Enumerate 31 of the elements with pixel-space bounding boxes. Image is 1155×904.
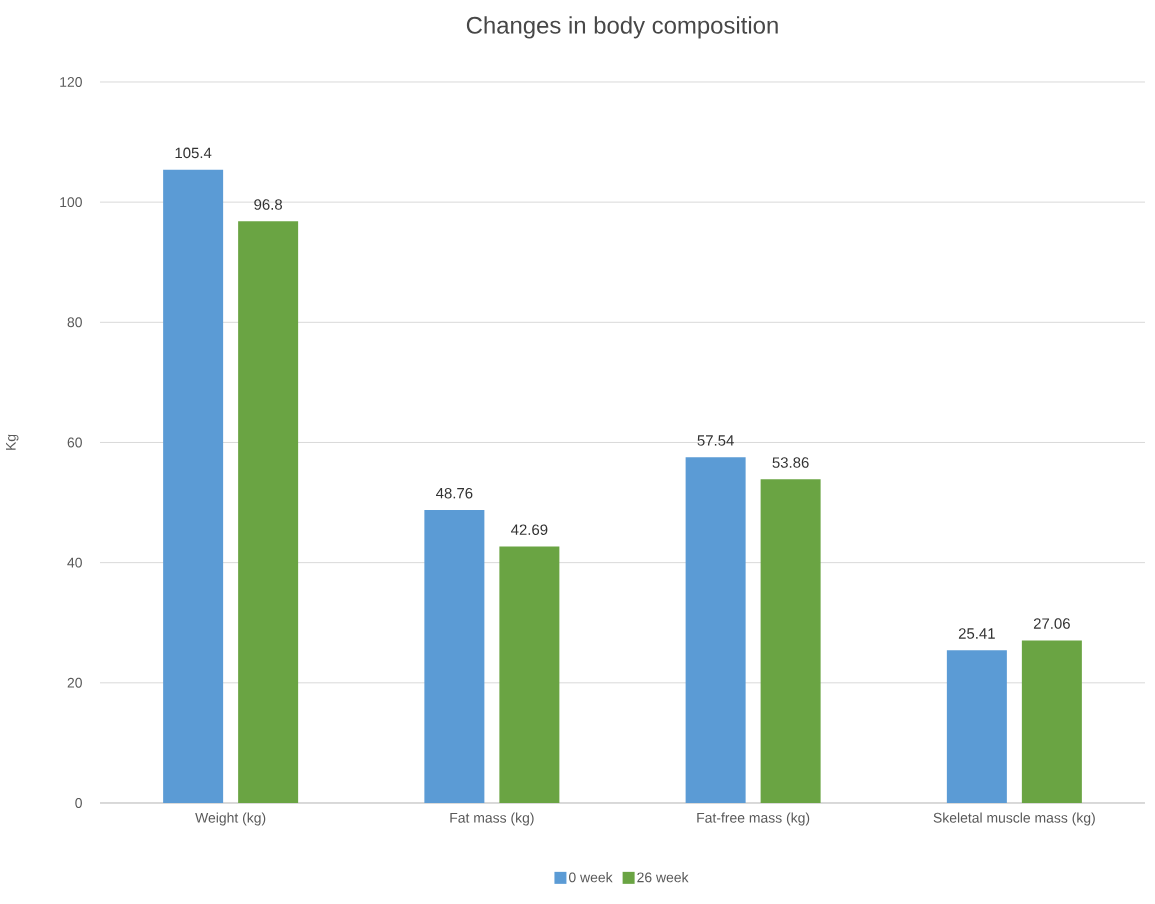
y-tick-label: 60	[67, 437, 82, 448]
bar	[946, 650, 1007, 803]
y-tick-label: 100	[60, 197, 82, 208]
x-tick-label: Fat-free mass (kg)	[697, 812, 810, 826]
bar	[760, 479, 821, 803]
data-label: 27.06	[1033, 618, 1070, 629]
y-axis-title: Kg	[6, 434, 19, 450]
bar	[499, 546, 560, 803]
y-tick-label: 0	[75, 798, 82, 808]
data-label: 105.4	[175, 147, 212, 159]
y-tick-label: 40	[67, 557, 82, 568]
data-label: 57.54	[697, 435, 734, 446]
data-label: 42.69	[511, 524, 548, 535]
legend-label: 26 week	[637, 872, 689, 883]
x-tick-label: Fat mass (kg)	[450, 812, 534, 826]
bar	[163, 169, 224, 803]
data-label: 48.76	[436, 487, 473, 499]
y-tick-label: 80	[67, 317, 82, 328]
data-label: 96.8	[254, 199, 283, 210]
legend-label: 0 week	[568, 872, 613, 883]
bar	[685, 457, 746, 803]
x-tick-label: Weight (kg)	[195, 812, 266, 826]
data-label: 53.86	[772, 457, 809, 468]
bar	[424, 510, 485, 803]
data-label: 25.41	[958, 628, 995, 639]
y-tick-label: 20	[67, 677, 82, 688]
y-tick-label: 120	[60, 77, 82, 87]
chart-title: Changes in body composition	[466, 16, 778, 39]
bar	[238, 221, 299, 803]
x-tick-label: Skeletal muscle mass (kg)	[933, 812, 1095, 826]
bar	[1021, 640, 1082, 803]
